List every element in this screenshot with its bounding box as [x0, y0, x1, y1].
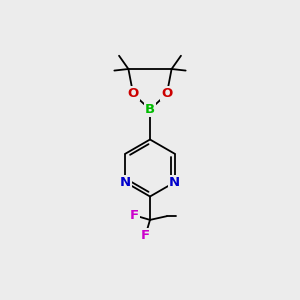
Text: O: O — [128, 87, 139, 101]
Text: B: B — [145, 103, 155, 116]
Text: F: F — [141, 229, 150, 242]
Text: N: N — [169, 176, 180, 189]
Text: F: F — [130, 209, 139, 222]
Text: O: O — [161, 87, 172, 101]
Text: N: N — [120, 176, 131, 189]
